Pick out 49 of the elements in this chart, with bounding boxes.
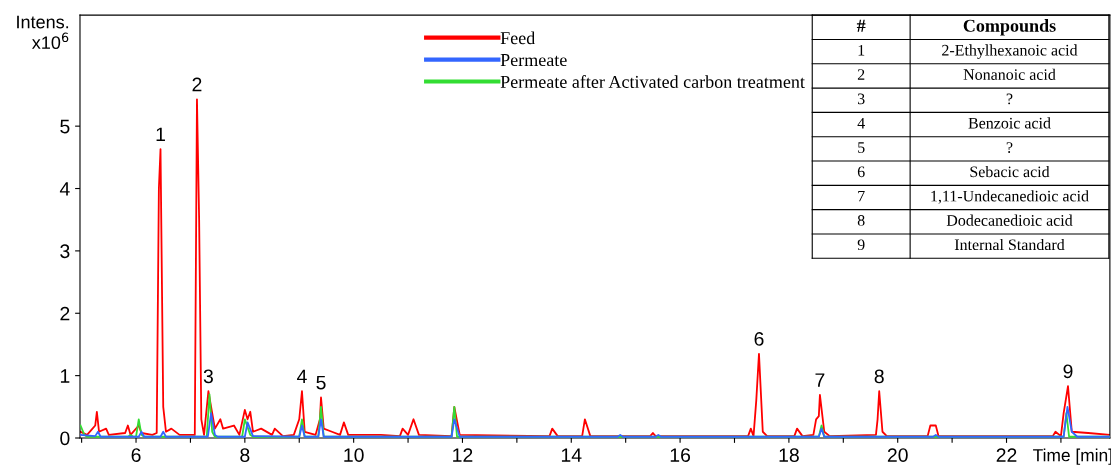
legend-label: Permeate [500,54,567,67]
annotation: 1 [858,44,865,56]
annotation: 4 [297,369,307,384]
annotation: Internal Standard [954,238,1065,251]
annotation: Sebacic acid [970,165,1050,178]
x-tick-label: 12 [453,448,473,462]
y-tick-label: 4 [59,182,70,196]
x-axis-title: Time [min] [1033,448,1111,465]
annotation: 9 [1063,364,1073,379]
annotation: # [856,19,866,32]
legend-label: Permeate after Activated carbon treatment [500,75,805,88]
x-tick-label: 14 [561,448,582,462]
annotation: 6 [754,332,764,346]
x-tick-label: 6 [131,448,141,462]
annotation: 3 [203,369,213,384]
annotation: 7 [858,190,865,202]
annotation: 1,11-Undecanedioic acid [931,190,1089,204]
y-tick-label: 0 [60,431,70,446]
y-tick-label: 1 [60,369,70,383]
x-tick-label: 18 [779,448,799,462]
annotation: 7 [815,373,825,387]
x-tick-label: 20 [887,448,908,462]
annotation: Compounds [963,19,1056,36]
annotation: 8 [857,215,865,226]
annotation: 8 [874,369,884,384]
y-tick-label: 3 [60,244,70,259]
x-tick-label: 22 [996,448,1017,462]
annotation: 2 [192,77,202,92]
y-axis-title: Intens. x10$^{6}$ [17,15,69,50]
annotation: Nonanoic acid [963,68,1056,80]
annotation: 5 [316,375,326,390]
annotation: 2-Ethylhexanoic acid [942,44,1078,59]
annotation: Benzoic acid [968,117,1051,129]
annotation: 3 [857,93,865,105]
annotation: 4 [857,117,865,129]
annotation: 1 [156,127,165,142]
x-tick-label: 10 [344,448,364,462]
legend-label: Feed [500,31,536,45]
x-tick-label: 16 [670,448,691,462]
annotation: 2 [857,69,865,80]
annotation: Dodecanedioic acid [946,214,1073,226]
annotation: 5 [858,142,865,153]
annotation: ? [1006,142,1013,153]
x-tick-label: 8 [240,448,250,462]
y-tick-label: 2 [60,306,70,321]
y-tick-label: 5 [60,119,70,134]
annotation: 6 [857,166,865,178]
annotation: 9 [857,239,865,251]
annotation: ? [1006,93,1013,105]
